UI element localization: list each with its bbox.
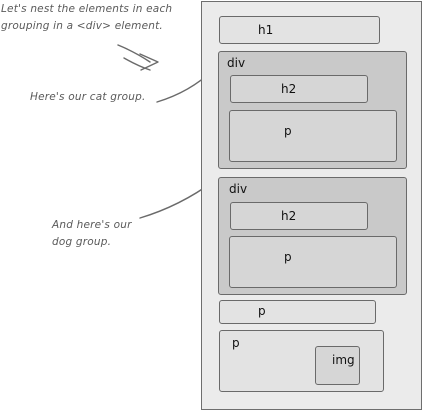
nest-note: Let's nest the elements in each grouping… [1, 1, 172, 35]
dog-h2-box: h2 [230, 202, 368, 230]
cat-div-label: div [227, 56, 246, 70]
nest-note-arrow-1 [117, 44, 151, 63]
dog-group-note: And here's our dog group. [52, 217, 132, 251]
page-outline: h1 div h2 p div h2 p p p img [201, 1, 422, 410]
p-with-img-box: p img [219, 330, 384, 392]
dog-note-line-1: And here's our [52, 219, 132, 231]
cat-group-div: div h2 p [218, 51, 407, 169]
nest-note-arrow-2 [123, 57, 151, 71]
img-box: img [315, 346, 360, 385]
cat-group-note: Here's our cat group. [30, 91, 146, 103]
h1-label: h1 [258, 23, 274, 37]
img-label: img [332, 353, 355, 367]
cat-p-label: p [284, 124, 292, 138]
h1-box: h1 [219, 16, 380, 44]
p-label: p [258, 304, 266, 318]
dog-group-div: div h2 p [218, 177, 407, 295]
cat-h2-box: h2 [230, 75, 368, 103]
dog-p-box: p [229, 236, 397, 288]
nest-note-line-2: grouping in a <div> element. [1, 20, 163, 32]
nest-note-line-1: Let's nest the elements in each [1, 3, 173, 15]
nest-note-arrowhead [139, 53, 159, 71]
dog-p-label: p [284, 250, 292, 264]
p-with-img-label: p [232, 336, 240, 350]
p-box: p [219, 300, 376, 324]
cat-p-box: p [229, 110, 397, 162]
dog-note-line-2: dog group. [52, 236, 112, 248]
dog-div-label: div [229, 182, 248, 196]
dog-h2-label: h2 [281, 209, 297, 223]
cat-h2-label: h2 [281, 82, 297, 96]
